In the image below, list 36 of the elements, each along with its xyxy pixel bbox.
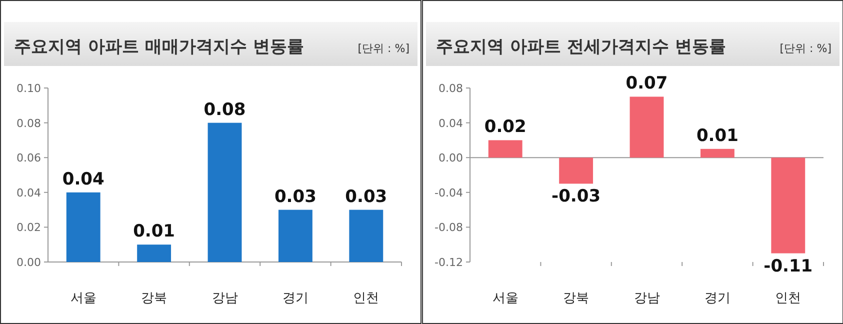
x-tick-label: 서울 [492, 291, 518, 306]
y-tick-label: 0.00 [16, 256, 41, 269]
text: -0.03 [551, 186, 600, 207]
text: 0.01 [133, 222, 176, 242]
x-tick-label: 강북 [141, 291, 168, 306]
x-tick-label: 경기 [282, 291, 308, 306]
x-tick-label: 인천 [774, 291, 801, 306]
y-tick-label: -0.04 [434, 186, 462, 200]
y-tick-label: 0.02 [16, 221, 41, 234]
y-tick-label: -0.12 [434, 256, 462, 269]
text: 0.03 [345, 186, 388, 207]
x-tick-label: 서울 [70, 291, 96, 306]
y-tick-label: 0.08 [16, 116, 41, 130]
x-tick-label: 경기 [704, 291, 730, 306]
y-tick-label: 0.10 [16, 82, 41, 95]
text: 0.03 [274, 186, 316, 207]
text: -0.11 [763, 256, 812, 276]
y-tick-label: 0.04 [16, 186, 41, 200]
text: 0.07 [625, 74, 668, 94]
y-tick-label: 0.00 [438, 152, 462, 165]
x-tick-label: 강북 [562, 291, 589, 306]
text: 0.01 [696, 126, 738, 146]
chart-title: 주요지역 아파트 매매가격지수 변동률 [14, 37, 304, 57]
text: 0.04 [62, 169, 104, 190]
text: 0.02 [484, 117, 526, 138]
text: [단위 : %] [358, 42, 410, 55]
x-tick-label: 강남 [212, 291, 238, 306]
text: [단위 : %] [779, 42, 831, 55]
y-tick-label: 0.06 [16, 152, 41, 165]
x-tick-label: 강남 [633, 291, 660, 306]
text: 0.08 [204, 100, 246, 120]
y-tick-label: 0.08 [438, 82, 462, 95]
y-tick-label: 0.04 [438, 116, 462, 130]
y-tick-label: -0.08 [434, 221, 462, 234]
chart-title: 주요지역 아파트 전세가격지수 변동률 [436, 37, 726, 57]
x-tick-label: 인천 [353, 291, 380, 306]
